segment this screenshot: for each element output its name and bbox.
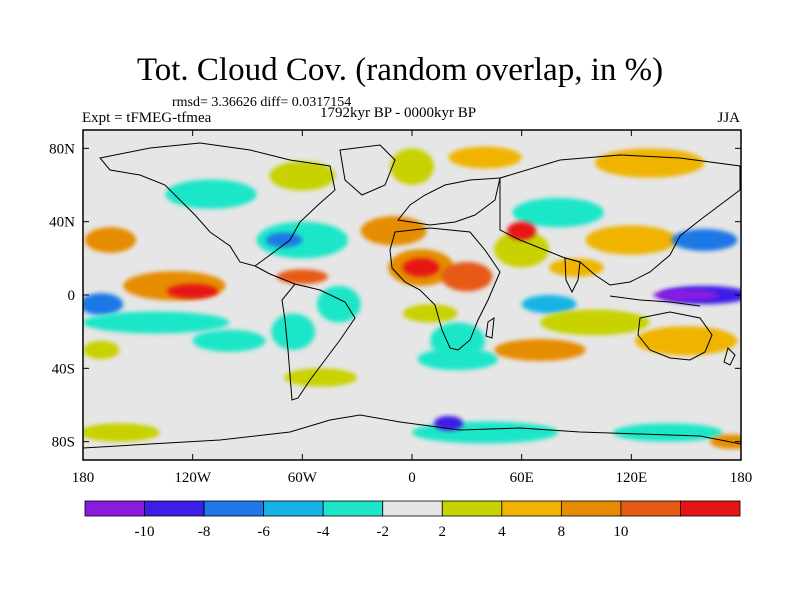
x-tick-label: 0 — [408, 470, 416, 486]
colorbar-label: -4 — [317, 524, 330, 540]
colorbar-swatch — [203, 500, 265, 517]
anomaly-field — [83, 146, 741, 449]
colorbar-label: -10 — [135, 524, 155, 540]
field-patch — [412, 421, 559, 444]
chart-title: Tot. Cloud Cov. (random overlap, in %) — [136, 52, 664, 88]
colorbar-label: 4 — [498, 524, 506, 540]
experiment-label: Expt = tFMEG-tfmea — [82, 110, 212, 126]
field-patch — [417, 348, 498, 371]
field-patch — [256, 221, 349, 259]
y-tick-label: 80S — [52, 435, 75, 451]
colorbar-label: 2 — [439, 524, 447, 540]
field-patch — [594, 148, 705, 178]
coastlines — [83, 142, 741, 449]
field-patch — [402, 258, 440, 277]
x-tick-label: 180 — [730, 470, 753, 486]
colorbar-swatch — [322, 500, 384, 517]
field-patch — [613, 423, 723, 442]
y-tick-label: 40S — [52, 361, 75, 377]
field-patch — [360, 216, 427, 246]
field-patch — [549, 258, 604, 277]
x-tick-label: 120W — [174, 470, 212, 486]
field-patch — [192, 329, 266, 352]
field-patch — [402, 304, 458, 323]
field-patch — [83, 423, 160, 442]
x-tick-label: 60W — [288, 470, 318, 486]
y-axis: 80N 40N 0 40S 80S — [49, 141, 741, 451]
field-patch — [167, 284, 219, 299]
field-patch — [265, 232, 303, 248]
field-patch — [521, 295, 577, 314]
colorbar-swatch — [263, 500, 324, 517]
colorbar-swatch — [501, 500, 562, 517]
colorbar-label: -8 — [198, 524, 211, 540]
field-patch — [539, 309, 650, 336]
colorbar-swatch — [620, 500, 681, 517]
colorbar: -10 -8 -6 -4 -2 2 4 8 10 — [84, 500, 741, 540]
colorbar-swatch — [144, 500, 205, 517]
field-patch — [83, 311, 230, 334]
field-patch — [390, 148, 434, 186]
colorbar-swatch — [441, 500, 503, 517]
field-patch — [316, 285, 361, 323]
colorbar-swatch — [560, 500, 622, 517]
colorbar-swatch — [382, 500, 443, 517]
field-patch — [585, 225, 678, 255]
field-patch — [671, 229, 738, 251]
x-tick-label: 180 — [72, 470, 95, 486]
field-patch — [83, 293, 124, 316]
field-patch — [448, 146, 522, 169]
field-patch — [271, 313, 316, 350]
field-patch — [494, 339, 586, 361]
x-axis: 180 120W 60W 0 60E 120E 180 — [72, 130, 753, 486]
colorbar-label: 8 — [558, 524, 566, 540]
colorbar-label: -2 — [376, 524, 389, 540]
field-patch — [507, 221, 537, 240]
y-tick-label: 80N — [49, 141, 75, 157]
field-patch — [83, 340, 120, 360]
field-patch — [494, 230, 550, 268]
field-patch — [634, 326, 738, 356]
field-patch — [653, 289, 720, 301]
field-patch — [709, 434, 741, 449]
y-tick-label: 0 — [68, 288, 76, 304]
field-patch — [441, 262, 493, 292]
colorbar-swatch — [84, 500, 145, 517]
colorbar-label: -6 — [257, 524, 270, 540]
x-tick-label: 120E — [615, 470, 647, 486]
field-patch — [276, 269, 328, 284]
y-tick-label: 40N — [49, 215, 75, 231]
field-patch — [165, 179, 257, 209]
field-patch — [84, 227, 137, 253]
colorbar-label: 10 — [613, 524, 628, 540]
season-label: JJA — [717, 110, 740, 126]
stats-line: rmsd= 3.36626 diff= 0.0317154 — [172, 95, 352, 110]
period-label: 1792kyr BP - 0000kyr BP — [320, 105, 477, 121]
colorbar-swatch — [680, 500, 741, 517]
field-patch — [512, 197, 604, 228]
field-patch — [284, 368, 358, 387]
x-tick-label: 60E — [510, 470, 534, 486]
field-patch — [269, 161, 336, 191]
